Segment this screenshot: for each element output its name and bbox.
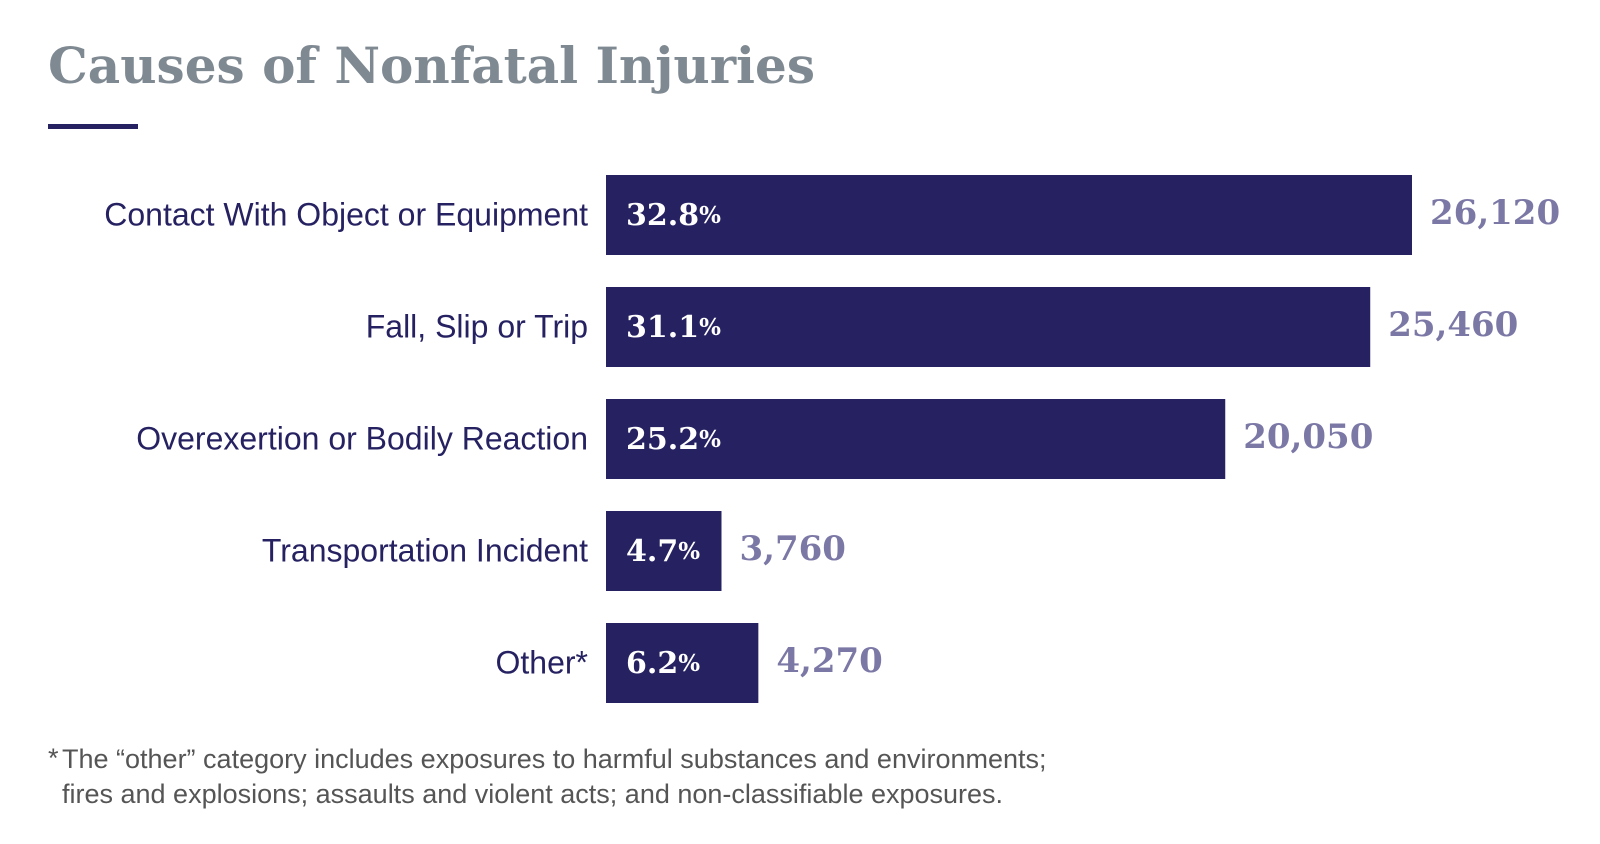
count-label: 3,760 [739,529,845,569]
title-underline [48,124,138,129]
footnote-marker: * [48,743,59,773]
category-label: Overexertion or Bodily Reaction [136,420,588,456]
count-label: 25,460 [1388,305,1518,345]
category-label: Other* [496,644,588,680]
bar [606,511,722,591]
count-label: 4,270 [776,641,882,681]
count-label: 26,120 [1430,193,1560,233]
chart-title: Causes of Nonfatal Injuries [48,36,815,95]
category-label: Contact With Object or Equipment [104,196,588,232]
count-label: 20,050 [1243,417,1373,457]
bar [606,287,1371,367]
footnote-line: The “other” category includes exposures … [62,744,1047,774]
category-label: Transportation Incident [262,532,588,568]
value-label: 6.2% [626,646,700,681]
value-label: 32.8% [626,198,721,233]
bar [606,175,1412,255]
bar [606,399,1226,479]
bar [606,623,759,703]
footnote-line: fires and explosions; assaults and viole… [62,779,1003,809]
category-label: Fall, Slip or Trip [366,308,588,344]
value-label: 25.2% [626,422,721,457]
value-label: 31.1% [626,310,721,345]
value-label: 4.7% [626,534,700,569]
